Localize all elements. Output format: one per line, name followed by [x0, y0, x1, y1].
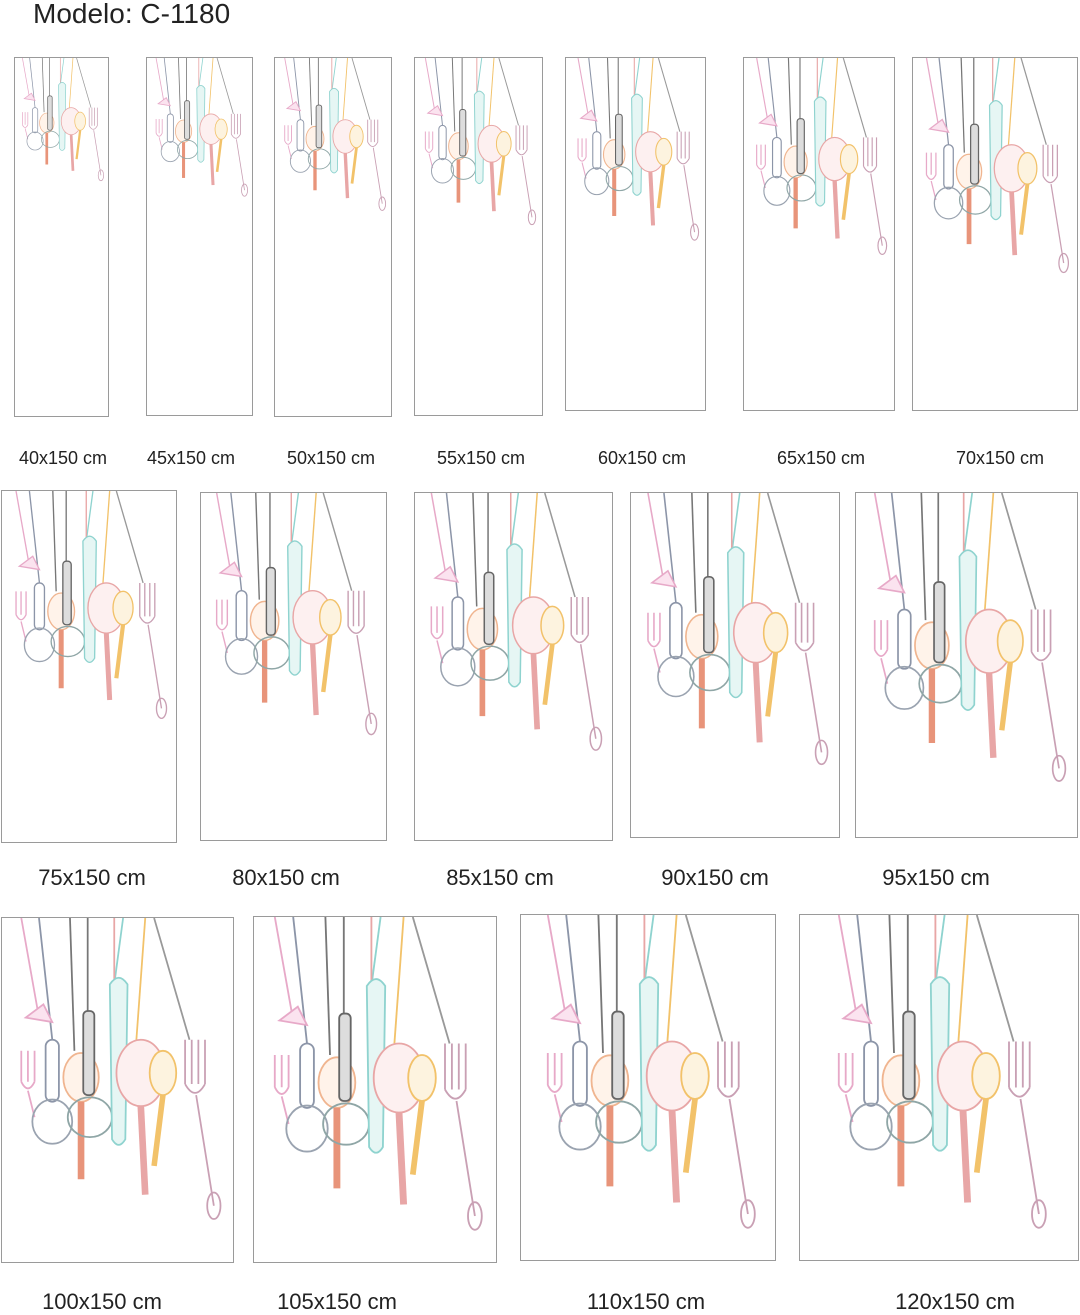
cutlery — [648, 493, 828, 764]
size-panel — [200, 492, 387, 841]
size-label: 85x150 cm — [446, 865, 554, 890]
title: Modelo: C-1180 — [33, 0, 231, 29]
size-panel — [274, 57, 392, 417]
size-panel — [1, 490, 177, 843]
size-panel — [743, 57, 895, 411]
illustration — [206, 493, 384, 742]
illustration — [8, 918, 229, 1228]
size-label: 65x150 cm — [776, 448, 866, 468]
illustration — [917, 58, 1075, 279]
illustration — [570, 58, 704, 246]
illustration — [862, 493, 1074, 790]
cutlery — [927, 58, 1069, 272]
size-label: 95x150 cm — [882, 865, 990, 890]
size-label: 70x150 cm — [955, 448, 1045, 468]
cutlery — [548, 915, 755, 1228]
size-panel — [1, 917, 234, 1263]
illustration — [636, 493, 836, 772]
size-panel — [565, 57, 706, 411]
cutlery — [216, 493, 376, 735]
size-panel — [630, 492, 840, 838]
cutlery — [874, 493, 1065, 781]
illustration — [6, 491, 173, 725]
size-label: 120x150 cm — [895, 1289, 1015, 1314]
size-panel — [414, 492, 613, 841]
size-label: 75x150 cm — [38, 865, 146, 890]
illustration — [282, 58, 388, 213]
cutlery — [756, 58, 886, 254]
size-panel — [14, 57, 109, 417]
cutlery — [282, 58, 388, 213]
size-panel — [520, 914, 776, 1261]
size-label: 40x150 cm — [18, 448, 108, 468]
size-panel — [146, 57, 253, 416]
size-panel — [253, 916, 497, 1263]
illustration — [423, 58, 538, 227]
size-label: 60x150 cm — [597, 448, 687, 468]
illustration — [748, 58, 892, 260]
size-panel — [855, 492, 1078, 838]
cutlery — [21, 918, 220, 1219]
size-label: 80x150 cm — [232, 865, 340, 890]
size-label: 105x150 cm — [277, 1289, 397, 1314]
illustration — [154, 58, 249, 198]
cutlery — [154, 58, 249, 198]
illustration — [21, 58, 106, 183]
cutlery — [423, 58, 538, 227]
illustration — [534, 915, 764, 1237]
size-label: 100x150 cm — [42, 1289, 162, 1314]
illustration — [825, 915, 1055, 1237]
size-panel — [912, 57, 1078, 411]
size-label: 50x150 cm — [286, 448, 376, 468]
size-label: 55x150 cm — [436, 448, 526, 468]
size-label: 45x150 cm — [146, 448, 236, 468]
cutlery — [16, 491, 166, 718]
cutlery — [578, 58, 699, 240]
cutlery — [275, 917, 482, 1230]
size-label: 110x150 cm — [586, 1289, 706, 1314]
illustration — [420, 493, 609, 758]
cutlery — [431, 493, 601, 750]
size-panel — [414, 57, 543, 416]
size-panel — [799, 914, 1079, 1261]
cutlery — [839, 915, 1046, 1228]
size-label: 90x150 cm — [661, 865, 769, 890]
illustration — [261, 917, 491, 1239]
cutlery — [21, 58, 106, 183]
